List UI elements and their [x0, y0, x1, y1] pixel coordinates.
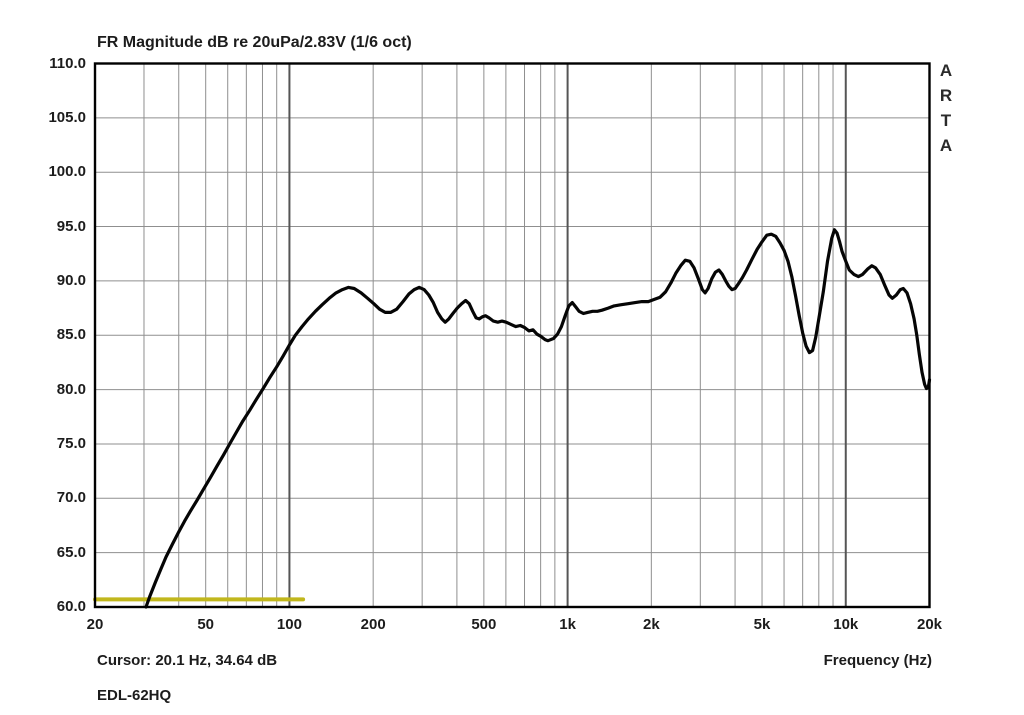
- arta-letter: A: [939, 61, 953, 80]
- arta-letter: A: [939, 136, 953, 155]
- y-tick-label: 110.0: [49, 54, 86, 72]
- x-tick-label: 100: [276, 616, 302, 633]
- y-tick-label: 105.0: [48, 108, 86, 126]
- x-axis-title: Frequency (Hz): [823, 652, 932, 669]
- x-tick-label: 20: [86, 616, 104, 633]
- y-tick-label: 75.0: [56, 434, 86, 452]
- x-tick-label: 500: [471, 616, 497, 633]
- y-tick-label: 60.0: [56, 598, 86, 615]
- y-tick-label: 100.0: [48, 163, 86, 181]
- dataset-label: EDL-62HQ: [97, 687, 172, 704]
- x-tick-label: 50: [197, 616, 215, 633]
- y-tick-label: 90.0: [56, 271, 86, 289]
- x-tick-label: 2k: [642, 616, 660, 633]
- y-tick-label: 95.0: [56, 217, 86, 235]
- x-tick-label: 20k: [916, 616, 943, 633]
- arta-letter: R: [939, 86, 953, 105]
- y-tick-label: 70.0: [56, 489, 86, 507]
- chart-title: FR Magnitude dB re 20uPa/2.83V (1/6 oct): [97, 34, 412, 51]
- x-tick-label: 10k: [833, 616, 859, 633]
- frequency-response-curve: [144, 228, 932, 609]
- x-tick-label: 200: [360, 616, 386, 633]
- y-tick-label: 80.0: [56, 380, 86, 398]
- plot-border: [93, 62, 931, 609]
- x-tick-label: 1k: [559, 616, 576, 633]
- cursor-readout: Cursor: 20.1 Hz, 34.64 dB: [97, 652, 278, 669]
- y-tick-label: 85.0: [56, 326, 86, 344]
- x-tick-label: 5k: [753, 616, 771, 633]
- y-tick-label: 65.0: [56, 543, 86, 561]
- arta-letter: T: [940, 111, 952, 130]
